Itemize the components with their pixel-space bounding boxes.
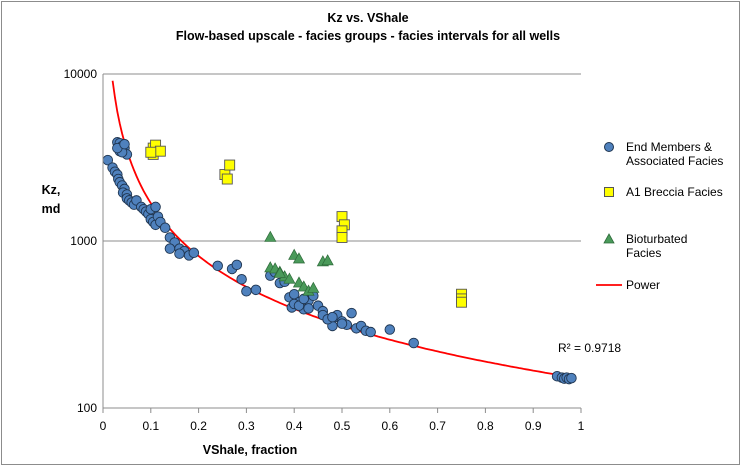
legend-label-end-members-2: Associated Facies bbox=[626, 154, 723, 168]
point-bioturbated bbox=[283, 272, 296, 284]
point-end-members bbox=[241, 286, 252, 297]
legend-label-end-members-1: End Members & bbox=[626, 140, 712, 154]
y-tick-label: 100 bbox=[77, 401, 97, 415]
legend-label-bioturbated-2: Facies bbox=[626, 246, 661, 260]
x-tick-label: 0.8 bbox=[477, 419, 494, 433]
point-bioturbated bbox=[321, 254, 334, 266]
point-end-members bbox=[327, 311, 338, 323]
point-end-members bbox=[250, 284, 262, 296]
point-end-members bbox=[384, 324, 396, 335]
point-end-members bbox=[365, 326, 376, 338]
x-tick-label: 0 bbox=[100, 419, 107, 433]
x-tick-label: 0.3 bbox=[238, 419, 255, 433]
x-tick-label: 0.7 bbox=[429, 419, 446, 433]
x-tick-label: 0.4 bbox=[286, 419, 303, 433]
point-a1-breccia bbox=[145, 146, 157, 158]
point-bioturbated bbox=[307, 281, 320, 293]
point-a1-breccia bbox=[154, 145, 166, 157]
legend: End Members & Associated Facies A1 Brecc… bbox=[596, 140, 723, 292]
point-end-members bbox=[236, 274, 247, 285]
y-tick-label: 10000 bbox=[64, 67, 98, 81]
r-squared-annotation: R² = 0.9718 bbox=[558, 341, 621, 355]
point-end-members bbox=[231, 259, 243, 271]
x-tick-label: 0.9 bbox=[525, 419, 542, 433]
x-tick-label: 0.6 bbox=[381, 419, 398, 433]
legend-marker-a1-breccia bbox=[604, 187, 614, 197]
point-end-members bbox=[119, 138, 130, 150]
point-end-members bbox=[336, 318, 348, 329]
point-a1-breccia bbox=[456, 296, 467, 308]
legend-label-bioturbated-1: Bioturbated bbox=[626, 232, 687, 246]
x-tick-label: 0.2 bbox=[190, 419, 207, 433]
chart-title: Kz vs. VShale bbox=[327, 11, 408, 25]
y-axis-title-line1: Kz, bbox=[42, 183, 61, 197]
point-bioturbated bbox=[273, 266, 286, 278]
point-end-members bbox=[188, 247, 200, 259]
point-a1-breccia bbox=[221, 173, 233, 185]
point-end-members bbox=[150, 201, 161, 213]
legend-label-a1-breccia: A1 Breccia Facies bbox=[626, 185, 723, 199]
x-axis-title: VShale, fraction bbox=[203, 443, 297, 457]
point-bioturbated bbox=[264, 230, 277, 242]
point-end-members bbox=[346, 307, 357, 319]
legend-marker-end-members bbox=[604, 142, 614, 152]
point-end-members bbox=[174, 248, 185, 259]
x-tick-label: 0.1 bbox=[142, 419, 159, 433]
y-axis-title-line2: md bbox=[42, 202, 61, 216]
point-end-members bbox=[164, 243, 176, 254]
point-a1-breccia bbox=[224, 159, 236, 171]
point-end-members bbox=[303, 303, 314, 314]
data-points bbox=[102, 137, 577, 385]
plot-axes bbox=[102, 74, 582, 413]
point-end-members bbox=[159, 222, 171, 234]
legend-label-power: Power bbox=[626, 278, 660, 292]
x-tick-label: 0.5 bbox=[334, 419, 351, 433]
point-end-members bbox=[566, 372, 577, 384]
point-end-members bbox=[408, 337, 419, 349]
tick-labels: 10000 1000 1000 0.1 0.2 0.3 0.4 0.5 0.6 0.7 0.8 0.9… bbox=[64, 67, 585, 433]
kz-vshale-chart: Kz vs. VShale Flow-based upscale - facie… bbox=[42, 11, 724, 457]
chart-subtitle: Flow-based upscale - facies groups - fac… bbox=[176, 29, 560, 43]
point-end-members bbox=[212, 260, 223, 272]
legend-marker-bioturbated bbox=[603, 233, 615, 244]
point-bioturbated bbox=[292, 252, 306, 264]
y-tick-label: 1000 bbox=[70, 234, 97, 248]
point-a1-breccia bbox=[336, 232, 348, 243]
x-tick-label: 1 bbox=[578, 419, 585, 433]
